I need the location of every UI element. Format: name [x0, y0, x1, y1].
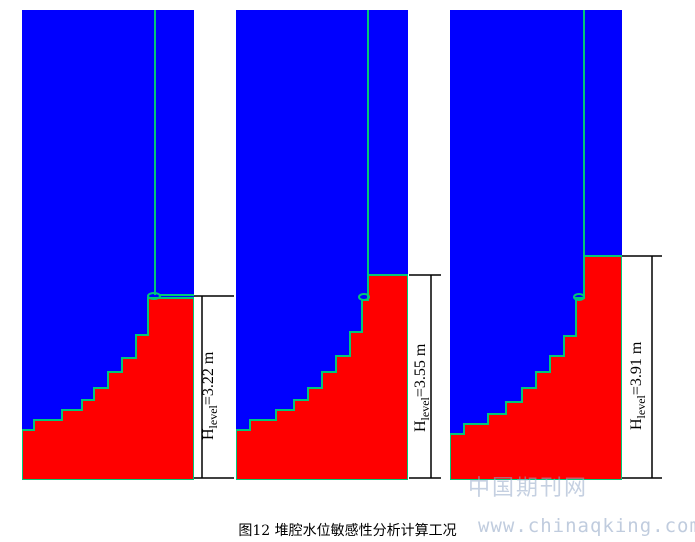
simulation-panel-3 — [450, 10, 622, 480]
level-label-1: Hlevel=3.22 m — [200, 351, 221, 440]
watermark-cn: 中国期刊网 — [468, 476, 589, 501]
simulation-panel-2 — [236, 10, 408, 480]
level-label-2: Hlevel=3.55 m — [412, 343, 433, 432]
figure-caption: 图12 堆腔水位敏感性分析计算工况 — [238, 523, 457, 539]
simulation-panel-1 — [22, 10, 194, 480]
watermark-url: www.chinaqking.com — [478, 515, 695, 537]
level-label-3: Hlevel=3.91 m — [628, 341, 649, 430]
